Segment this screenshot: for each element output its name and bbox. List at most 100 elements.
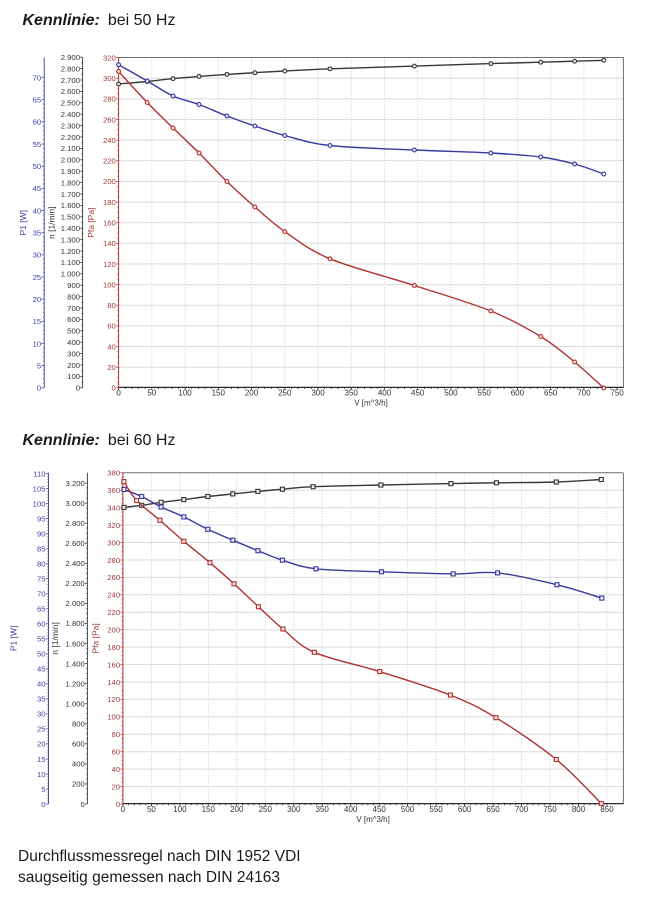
- svg-text:350: 350: [316, 805, 330, 814]
- svg-text:35: 35: [37, 695, 46, 704]
- svg-text:180: 180: [103, 198, 116, 207]
- svg-text:60: 60: [107, 322, 116, 331]
- svg-text:5: 5: [41, 785, 45, 794]
- svg-text:20: 20: [107, 363, 116, 372]
- svg-text:340: 340: [107, 504, 120, 513]
- svg-text:300: 300: [311, 389, 325, 398]
- svg-text:200: 200: [67, 361, 80, 370]
- svg-text:200: 200: [107, 626, 120, 635]
- svg-text:15: 15: [37, 755, 46, 764]
- svg-text:0: 0: [112, 384, 116, 393]
- svg-text:800: 800: [572, 805, 586, 814]
- svg-text:100: 100: [103, 280, 116, 289]
- svg-text:1.300: 1.300: [61, 235, 80, 244]
- svg-text:140: 140: [107, 678, 120, 687]
- svg-text:2.800: 2.800: [66, 519, 85, 528]
- svg-text:110: 110: [33, 470, 45, 479]
- svg-text:0: 0: [81, 800, 85, 809]
- svg-text:50: 50: [147, 805, 156, 814]
- svg-text:350: 350: [345, 389, 359, 398]
- svg-text:0: 0: [116, 800, 120, 809]
- svg-text:2.700: 2.700: [61, 76, 80, 85]
- svg-text:600: 600: [67, 315, 80, 324]
- svg-text:2.200: 2.200: [66, 579, 85, 588]
- svg-text:3.200: 3.200: [66, 479, 85, 488]
- svg-text:750: 750: [610, 389, 624, 398]
- svg-text:65: 65: [37, 605, 46, 614]
- svg-text:2.200: 2.200: [61, 133, 80, 142]
- svg-text:140: 140: [103, 239, 116, 248]
- svg-text:120: 120: [107, 695, 120, 704]
- svg-text:1.600: 1.600: [61, 201, 80, 210]
- svg-text:380: 380: [107, 469, 120, 478]
- svg-text:250: 250: [278, 389, 292, 398]
- svg-text:10: 10: [37, 770, 46, 779]
- svg-text:160: 160: [103, 219, 116, 228]
- svg-text:2.400: 2.400: [66, 559, 85, 568]
- svg-text:100: 100: [33, 500, 46, 509]
- svg-text:40: 40: [33, 206, 42, 215]
- svg-text:0: 0: [121, 805, 126, 814]
- svg-text:200: 200: [72, 780, 85, 789]
- svg-text:700: 700: [515, 805, 529, 814]
- svg-text:1.600: 1.600: [66, 639, 85, 648]
- svg-text:200: 200: [230, 805, 244, 814]
- svg-text:1.200: 1.200: [66, 679, 85, 688]
- svg-text:P1 [W]: P1 [W]: [18, 210, 28, 236]
- svg-text:0: 0: [76, 384, 80, 393]
- svg-text:300: 300: [103, 74, 116, 83]
- svg-text:2.300: 2.300: [61, 121, 80, 130]
- svg-text:10: 10: [33, 339, 42, 348]
- svg-text:800: 800: [72, 720, 85, 729]
- svg-text:280: 280: [107, 556, 120, 565]
- svg-text:100: 100: [107, 713, 120, 722]
- svg-text:2.500: 2.500: [61, 99, 80, 108]
- svg-text:25: 25: [33, 273, 42, 282]
- svg-text:240: 240: [107, 591, 120, 600]
- svg-text:450: 450: [373, 805, 387, 814]
- svg-text:2.900: 2.900: [61, 53, 80, 62]
- svg-text:45: 45: [33, 184, 42, 193]
- svg-text:80: 80: [107, 301, 116, 310]
- svg-text:650: 650: [544, 389, 558, 398]
- svg-text:P1 [W]: P1 [W]: [9, 626, 19, 652]
- svg-text:700: 700: [577, 389, 591, 398]
- svg-text:240: 240: [103, 136, 116, 145]
- svg-text:85: 85: [37, 545, 46, 554]
- svg-text:80: 80: [112, 730, 121, 739]
- svg-text:1.400: 1.400: [61, 224, 80, 233]
- svg-text:400: 400: [67, 338, 80, 347]
- svg-text:0: 0: [116, 389, 121, 398]
- svg-text:2.400: 2.400: [61, 110, 80, 119]
- svg-text:70: 70: [37, 590, 46, 599]
- svg-text:70: 70: [33, 73, 42, 82]
- svg-text:100: 100: [173, 805, 187, 814]
- svg-text:120: 120: [103, 260, 116, 269]
- svg-text:180: 180: [107, 643, 120, 652]
- svg-text:105: 105: [33, 485, 46, 494]
- svg-text:60: 60: [112, 748, 121, 757]
- svg-text:360: 360: [107, 486, 120, 495]
- svg-text:75: 75: [37, 575, 46, 584]
- svg-text:30: 30: [33, 251, 42, 260]
- svg-text:50: 50: [37, 650, 46, 659]
- svg-text:600: 600: [511, 389, 525, 398]
- svg-text:900: 900: [67, 281, 80, 290]
- svg-text:100: 100: [178, 389, 192, 398]
- svg-text:260: 260: [103, 115, 116, 124]
- svg-text:Pfa [Pa]: Pfa [Pa]: [86, 208, 96, 238]
- svg-text:1.800: 1.800: [61, 178, 80, 187]
- svg-text:280: 280: [103, 95, 116, 104]
- svg-text:2.600: 2.600: [61, 87, 80, 96]
- svg-text:20: 20: [112, 782, 121, 791]
- svg-text:150: 150: [202, 805, 216, 814]
- svg-text:850: 850: [600, 805, 614, 814]
- svg-text:50: 50: [147, 389, 156, 398]
- svg-text:80: 80: [37, 560, 46, 569]
- svg-text:1.700: 1.700: [61, 190, 80, 199]
- svg-text:600: 600: [72, 740, 85, 749]
- svg-text:1.100: 1.100: [61, 258, 80, 267]
- svg-text:20: 20: [33, 295, 42, 304]
- svg-text:45: 45: [37, 665, 46, 674]
- svg-text:200: 200: [245, 389, 259, 398]
